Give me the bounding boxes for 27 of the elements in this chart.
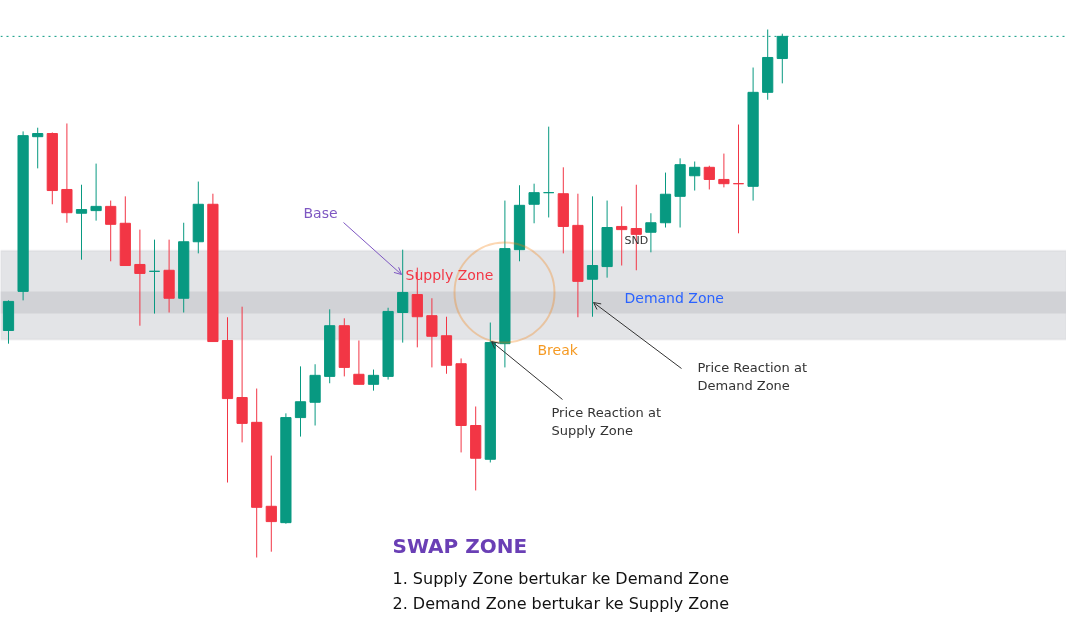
candlestick [75, 184, 88, 261]
candlestick [61, 122, 73, 224]
candlestick [294, 365, 307, 438]
candlestick [732, 124, 745, 234]
text: SWAP ZONE [392, 533, 528, 558]
annotation: Base [303, 204, 338, 221]
candlestick [105, 200, 117, 262]
annotation: Price Reaction at Supply Zone [551, 404, 662, 439]
candlestick [367, 369, 380, 392]
candlestick [265, 455, 277, 553]
candlestick [426, 297, 438, 368]
annotation: Price Reaction at Demand Zone [697, 359, 808, 394]
candlestick [528, 183, 540, 224]
candlestick [703, 165, 715, 190]
candlestick [134, 229, 146, 327]
text: 2. Demand Zone bertukar ke Supply Zone [392, 594, 730, 613]
candlestick [148, 239, 161, 315]
band-label: Demand Zone [624, 289, 724, 306]
candlestick [90, 163, 102, 222]
candlestick [543, 126, 555, 218]
candlestick [353, 339, 365, 385]
candlestick [32, 127, 44, 169]
candlestick [718, 153, 730, 188]
candlestick [586, 195, 599, 318]
text: 1. Supply Zone bertukar ke Demand Zone [392, 569, 730, 588]
candlestick [689, 161, 701, 192]
annotation: Break [537, 341, 579, 358]
